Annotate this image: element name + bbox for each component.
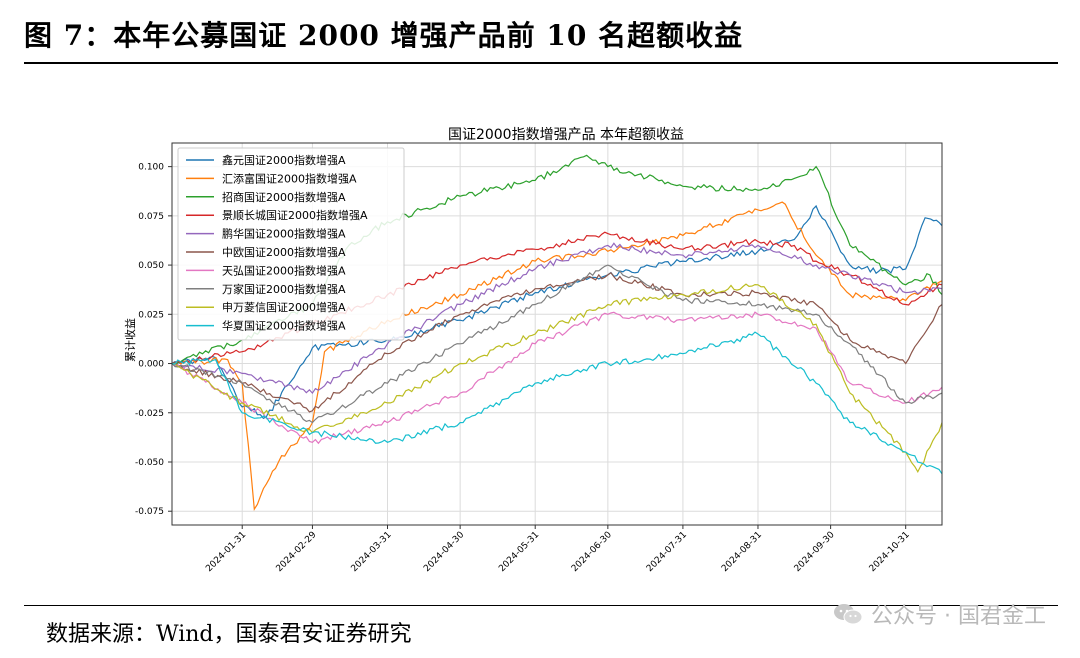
series-line <box>171 201 943 512</box>
legend-label: 华夏国证2000指数增强A <box>222 319 346 333</box>
y-axis-label: 累计收益 <box>123 318 137 362</box>
y-tick-label: 0.025 <box>138 310 164 320</box>
x-tick-label: 2024-07-31 <box>645 530 689 574</box>
x-tick-label: 2024-10-31 <box>868 530 912 574</box>
y-tick-label: 0.100 <box>138 163 164 173</box>
source-note: 数据来源：Wind，国泰君安证券研究 <box>46 622 412 647</box>
series-line <box>171 242 943 395</box>
x-tick-label: 2024-03-31 <box>350 530 394 574</box>
y-tick-label: 0.000 <box>138 360 164 370</box>
legend-label: 中欧国证2000指数增强A <box>222 245 346 259</box>
x-tick-label: 2024-01-31 <box>204 530 248 574</box>
x-axis-ticks: 2024-01-31 2024-02-29 2024-03-31 2024-04-30… <box>204 525 912 574</box>
y-axis-ticks: 0.100 0.075 0.050 0.025 0.000 -0.025 -0.050 -0.… <box>135 163 172 517</box>
legend-label: 申万菱信国证2000增强A <box>222 300 346 314</box>
legend-label: 万家国证2000指数增强A <box>222 282 346 296</box>
watermark-text: 公众号 · 国君金工 <box>871 604 1046 629</box>
legend-label: 天弘国证2000指数增强A <box>222 263 346 277</box>
chart-title: 国证2000指数增强产品 本年超额收益 <box>448 127 684 143</box>
x-tick-label: 2024-02-29 <box>274 530 318 574</box>
x-tick-label: 2024-08-31 <box>720 530 764 574</box>
legend-label: 汇添富国证2000指数增强A <box>222 171 357 185</box>
y-tick-label: 0.075 <box>138 212 164 222</box>
watermark: 公众号 · 国君金工 <box>833 598 1046 630</box>
plot-frame <box>171 142 943 526</box>
x-tick-label: 2024-04-30 <box>422 530 466 574</box>
x-tick-label: 2024-09-30 <box>793 530 837 574</box>
legend-label: 景顺长城国证2000指数增强A <box>222 208 368 222</box>
x-tick-label: 2024-05-31 <box>497 530 541 574</box>
y-tick-label: -0.075 <box>135 507 164 517</box>
bottom-rule <box>24 605 1058 606</box>
figure-title: 图 7：本年公募国证 2000 增强产品前 10 名超额收益 <box>24 19 744 52</box>
series-line <box>171 264 943 424</box>
y-tick-label: 0.050 <box>138 261 164 271</box>
chart-series <box>171 154 943 512</box>
legend-label: 招商国证2000指数增强A <box>222 190 346 204</box>
legend-box <box>177 147 405 341</box>
legend-label: 鹏华国证2000指数增强A <box>222 227 346 241</box>
y-tick-label: -0.025 <box>135 409 164 419</box>
series-line <box>171 331 943 475</box>
y-tick-label: -0.050 <box>135 458 164 468</box>
chart-legend: 鑫元国证2000指数增强A 汇添富国证2000指数增强A 招商国证2000指数增强A… <box>177 147 405 341</box>
wechat-icon <box>834 604 863 625</box>
series-line <box>171 271 943 413</box>
series-line <box>171 283 943 474</box>
legend-label: 鑫元国证2000指数增强A <box>222 153 346 167</box>
top-rule <box>24 62 1058 64</box>
x-tick-label: 2024-06-30 <box>570 530 614 574</box>
series-line <box>171 311 943 445</box>
series-line <box>171 204 943 420</box>
chart: 国证2000指数增强产品 本年超额收益 0.100 0.075 0.050 0.025… <box>123 127 943 574</box>
